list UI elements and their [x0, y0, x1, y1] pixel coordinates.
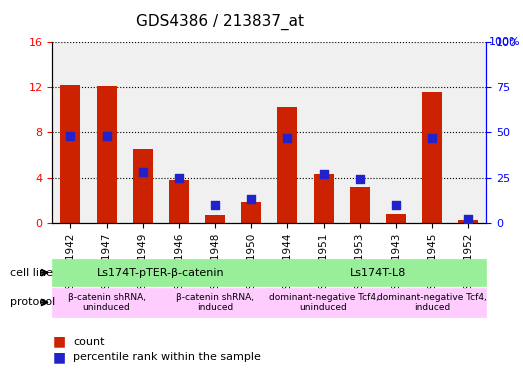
Bar [169, 180, 189, 223]
Point [175, 174, 183, 181]
Bar [133, 149, 153, 223]
Point [428, 135, 436, 141]
Text: protocol: protocol [10, 297, 56, 308]
Text: Ls174T-L8: Ls174T-L8 [350, 268, 406, 278]
Bar [414, 42, 450, 223]
Bar [386, 214, 406, 223]
Text: GDS4386 / 213837_at: GDS4386 / 213837_at [135, 13, 304, 30]
Point [139, 169, 147, 175]
Bar [422, 92, 442, 223]
Text: percentile rank within the sample: percentile rank within the sample [73, 352, 261, 362]
Text: β-catenin shRNA,
induced: β-catenin shRNA, induced [176, 293, 254, 312]
Bar [278, 106, 298, 223]
Text: β-catenin shRNA,
uninduced: β-catenin shRNA, uninduced [67, 293, 145, 312]
Point [66, 133, 75, 139]
Text: ■: ■ [52, 350, 65, 364]
Point [283, 135, 292, 141]
Point [320, 171, 328, 177]
Bar [61, 85, 81, 223]
Text: cell line: cell line [10, 268, 53, 278]
Bar [97, 86, 117, 223]
Bar [314, 174, 334, 223]
Point [247, 196, 255, 202]
Bar [197, 42, 233, 223]
Bar [241, 202, 261, 223]
Point [211, 202, 219, 208]
Bar [52, 42, 88, 223]
Text: dominant-negative Tcf4,
induced: dominant-negative Tcf4, induced [377, 293, 487, 312]
Text: count: count [73, 337, 105, 347]
Bar [342, 42, 378, 223]
Bar [205, 215, 225, 223]
Point [103, 133, 111, 139]
Point [356, 176, 364, 182]
Text: Ls174T-pTER-β-catenin: Ls174T-pTER-β-catenin [97, 268, 225, 278]
Bar [378, 42, 414, 223]
Bar [88, 42, 124, 223]
Bar [450, 42, 486, 223]
Bar [350, 187, 370, 223]
Bar [305, 42, 342, 223]
Bar [161, 42, 197, 223]
Text: ■: ■ [52, 335, 65, 349]
Bar [124, 42, 161, 223]
Bar [458, 220, 478, 223]
Text: 100%: 100% [489, 37, 520, 47]
Bar [269, 42, 305, 223]
Point [464, 216, 472, 222]
Text: dominant-negative Tcf4,
uninduced: dominant-negative Tcf4, uninduced [269, 293, 379, 312]
Bar [233, 42, 269, 223]
Point [392, 202, 400, 208]
